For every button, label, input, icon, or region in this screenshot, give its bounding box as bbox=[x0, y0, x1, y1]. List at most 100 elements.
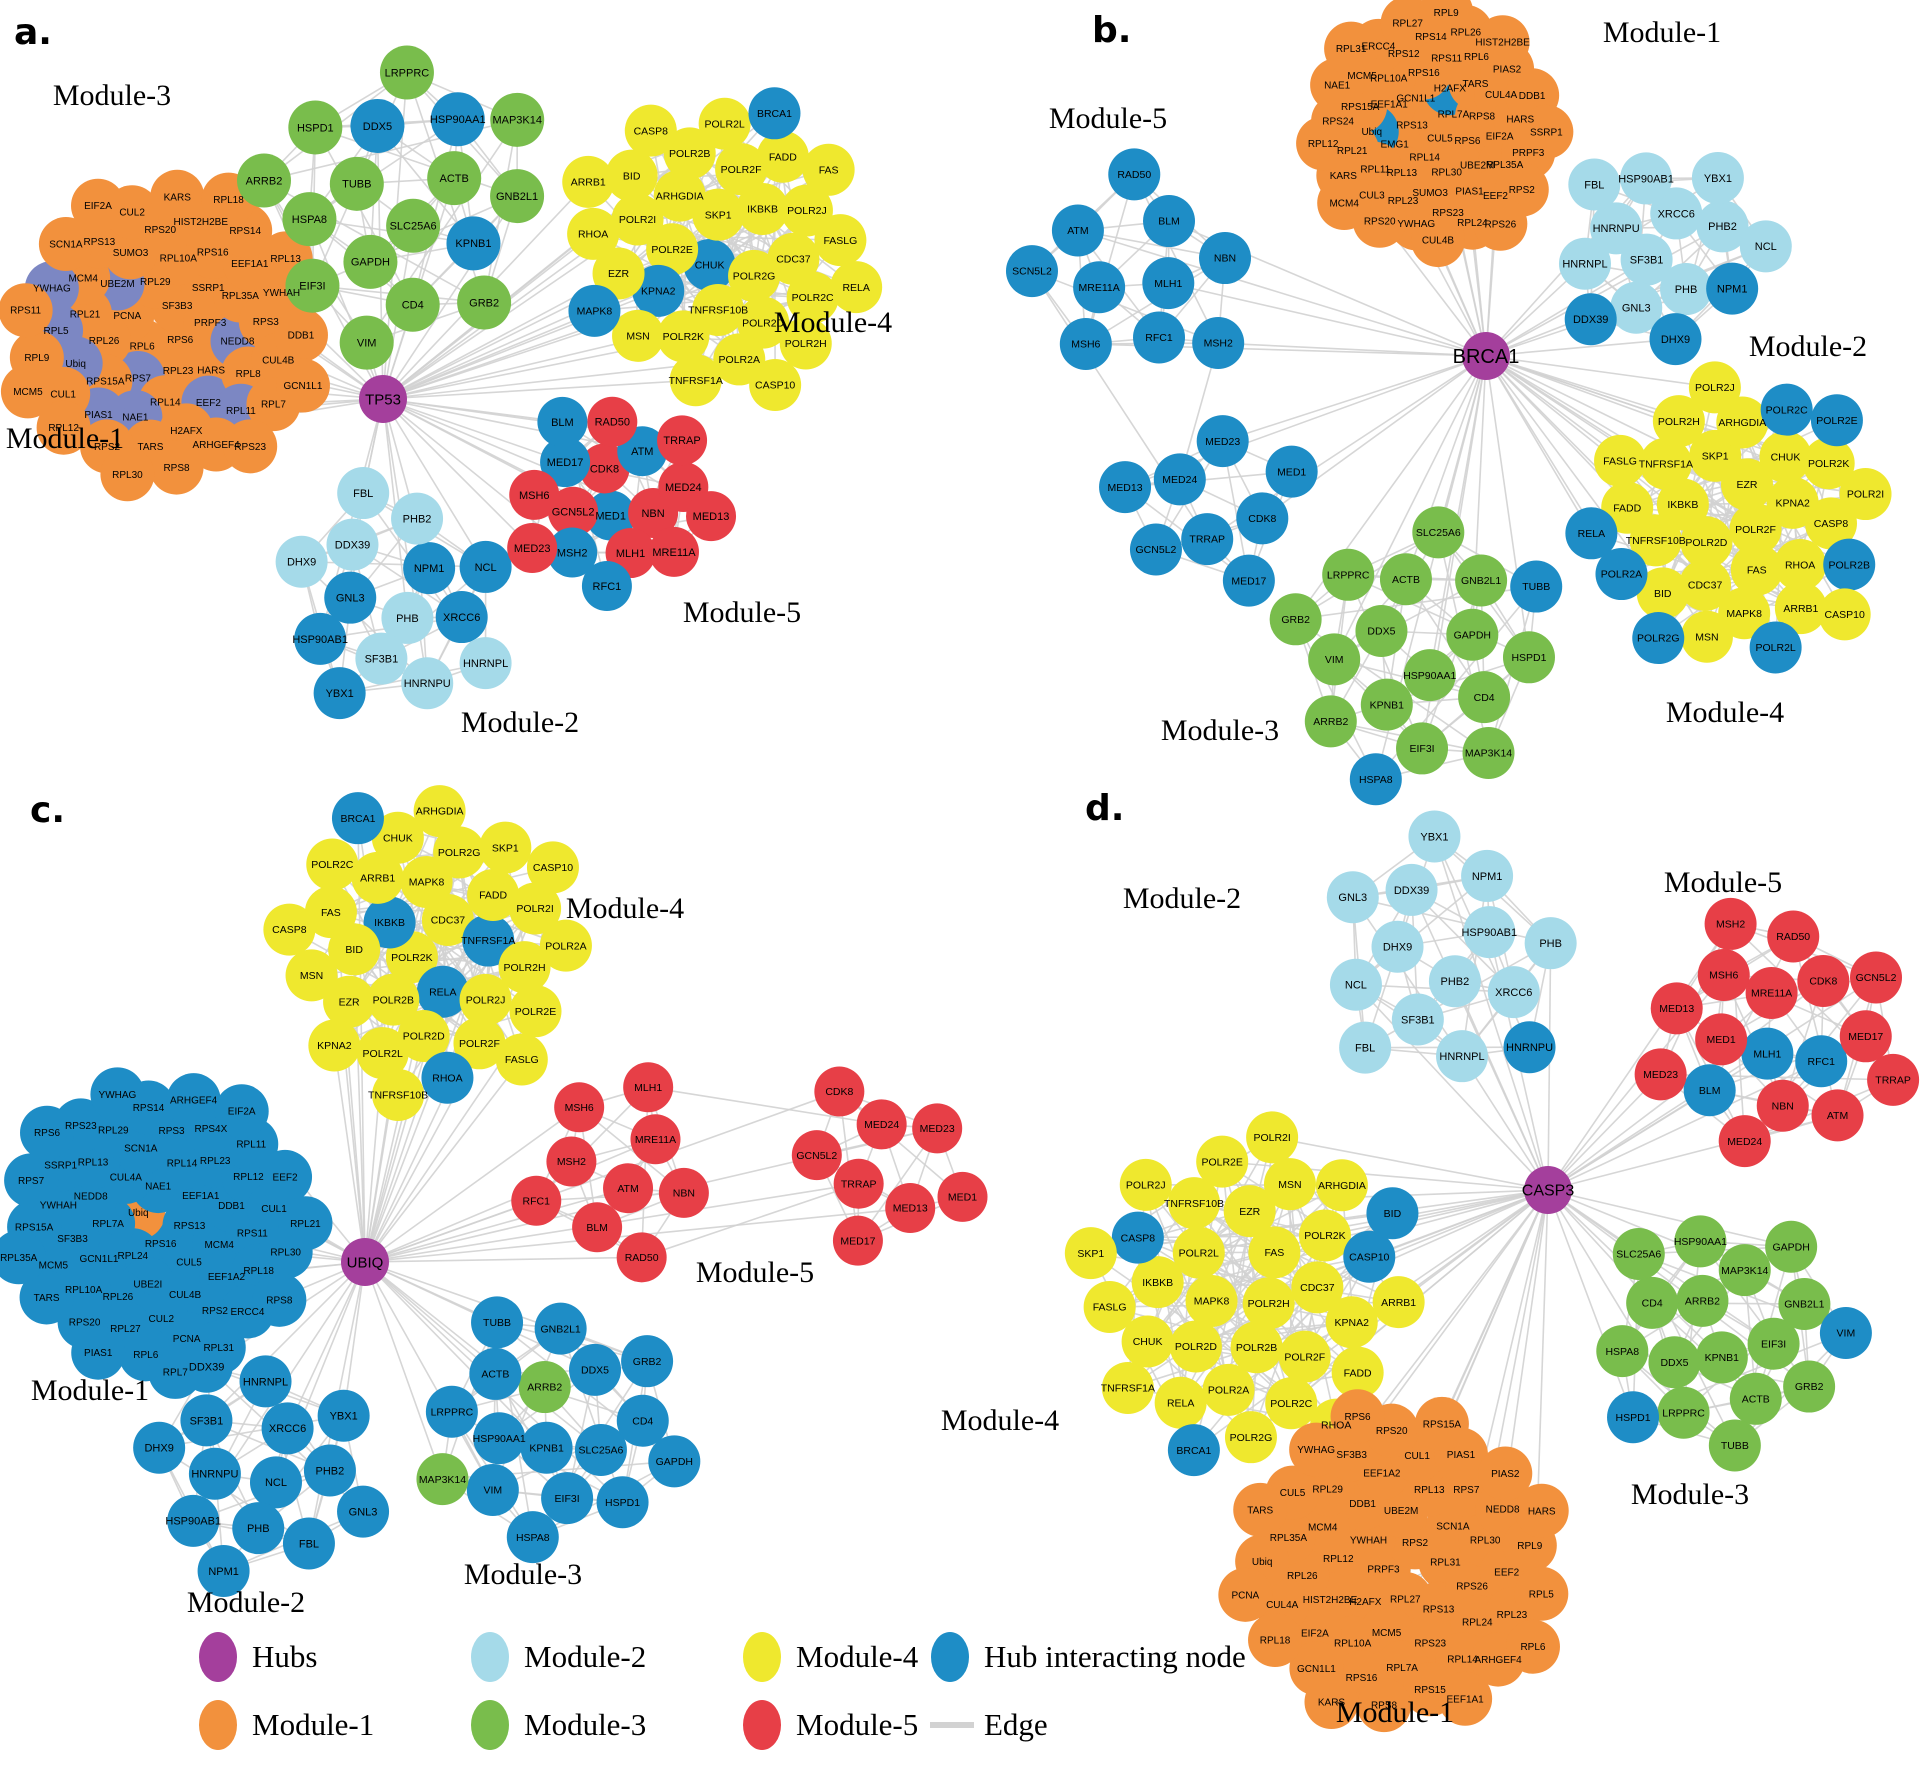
edge bbox=[364, 1261, 496, 1375]
gene-node bbox=[1819, 1307, 1872, 1360]
edge bbox=[1352, 896, 1463, 1057]
gene-node bbox=[1514, 1483, 1569, 1538]
gene-label: RPL23 bbox=[200, 1156, 231, 1167]
legend-swatch bbox=[471, 1700, 509, 1750]
gene-node bbox=[541, 1472, 594, 1525]
gene-node bbox=[833, 1158, 884, 1209]
gene-label: PIAS1 bbox=[1447, 1450, 1476, 1461]
gene-label: CASP10 bbox=[1825, 609, 1865, 621]
gene-node bbox=[1461, 849, 1514, 902]
gene-label: LRPPRC bbox=[1662, 1407, 1705, 1419]
gene-node bbox=[167, 1494, 220, 1547]
gene-node bbox=[356, 1027, 409, 1080]
gene-node bbox=[1634, 1048, 1687, 1101]
gene-node bbox=[506, 1511, 559, 1564]
gene-label: TNFRSF1A bbox=[1639, 458, 1693, 470]
gene-node bbox=[457, 275, 512, 330]
gene-label: RPL9 bbox=[24, 353, 49, 364]
gene-label: MED1 bbox=[1707, 1034, 1736, 1046]
gene-label: POLR2C bbox=[792, 292, 834, 304]
gene-node bbox=[1142, 257, 1195, 310]
gene-label: ARRB2 bbox=[527, 1382, 562, 1394]
gene-node bbox=[1153, 453, 1206, 506]
gene-label: MSH2 bbox=[1716, 919, 1745, 931]
gene-label: EZR bbox=[339, 996, 360, 1008]
gene-label: RPL11 bbox=[236, 1140, 266, 1151]
gene-label: RPS13 bbox=[84, 237, 116, 248]
gene-label: MLH1 bbox=[1154, 278, 1182, 290]
gene-label: RPS2 bbox=[1402, 1538, 1429, 1549]
gene-label: CDK8 bbox=[590, 463, 619, 475]
gene-node bbox=[1636, 567, 1689, 620]
gene-node bbox=[1683, 1064, 1736, 1117]
gene-label: RPL12 bbox=[1308, 139, 1339, 150]
gene-node bbox=[1503, 1021, 1556, 1074]
gene-node bbox=[446, 216, 501, 271]
gene-label: GAPDH bbox=[1454, 629, 1491, 641]
gene-label: FAS bbox=[819, 164, 839, 176]
gene-node bbox=[180, 1340, 233, 1393]
gene-label: RPS13 bbox=[1423, 1604, 1455, 1615]
legend-label: Module-2 bbox=[524, 1639, 646, 1674]
gene-label: POLR2D bbox=[1685, 537, 1727, 549]
gene-label: DDX39 bbox=[335, 540, 370, 552]
gene-node bbox=[1101, 1362, 1154, 1415]
gene-label: EEF1A1 bbox=[1371, 100, 1409, 111]
gene-label: EMG1 bbox=[1381, 140, 1410, 151]
gene-label: EIF2A bbox=[84, 201, 112, 212]
gene-node bbox=[197, 1544, 250, 1597]
gene-label: ARRB1 bbox=[360, 873, 395, 885]
gene-label: HSP90AA1 bbox=[1403, 670, 1456, 682]
gene-label: TNFRSF1A bbox=[1101, 1383, 1155, 1395]
edge bbox=[641, 1182, 859, 1259]
gene-label: BLM bbox=[1158, 216, 1180, 228]
gene-node bbox=[1458, 671, 1511, 724]
gene-label: MAP3K14 bbox=[1721, 1265, 1768, 1277]
gene-node bbox=[1366, 1187, 1419, 1240]
gene-label: SF3B3 bbox=[162, 301, 193, 312]
gene-label: CUL1 bbox=[1404, 1451, 1430, 1462]
gene-label: SF3B3 bbox=[1336, 1450, 1367, 1461]
gene-node bbox=[430, 92, 485, 147]
gene-label: POLR2G bbox=[1637, 633, 1680, 645]
legend-label: Module-3 bbox=[524, 1707, 646, 1742]
gene-label: MED13 bbox=[1108, 482, 1143, 494]
gene-label: RPS11 bbox=[10, 306, 41, 317]
gene-node bbox=[715, 143, 768, 196]
gene-node bbox=[507, 522, 558, 573]
gene-node bbox=[791, 1130, 842, 1181]
gene-node bbox=[574, 1423, 627, 1476]
edge bbox=[1218, 342, 1487, 357]
gene-label: GNB2L1 bbox=[1461, 575, 1501, 587]
gene-label: POLR2D bbox=[742, 317, 784, 329]
gene-label: EIF3I bbox=[1409, 743, 1434, 755]
gene-node bbox=[1385, 863, 1438, 916]
gene-label: KARS bbox=[164, 192, 192, 203]
gene-node bbox=[624, 104, 677, 157]
gene-label: POLR2H bbox=[1658, 416, 1700, 428]
gene-label: RPS8 bbox=[266, 1295, 293, 1306]
edge bbox=[1168, 282, 1487, 357]
gene-label: KPNB1 bbox=[455, 238, 491, 250]
gene-label: EEF1A1 bbox=[231, 259, 269, 270]
gene-label: FASLG bbox=[823, 235, 857, 247]
gene-label: CUL4B bbox=[169, 1290, 202, 1301]
gene-label: RPL29 bbox=[98, 1126, 129, 1137]
gene-node bbox=[1324, 21, 1379, 76]
gene-node bbox=[381, 591, 434, 644]
gene-node bbox=[350, 98, 405, 153]
gene-label: POLR2J bbox=[1126, 1180, 1166, 1192]
gene-node bbox=[1760, 383, 1813, 436]
gene-label: RPL31 bbox=[203, 1343, 234, 1354]
gene-label: CDC37 bbox=[1300, 1282, 1335, 1294]
gene-label: POLR2E bbox=[1201, 1156, 1242, 1168]
gene-label: GNB2L1 bbox=[1784, 1299, 1824, 1311]
gene-label: RPS2 bbox=[202, 1306, 229, 1317]
gene-label: GRB2 bbox=[1795, 1381, 1824, 1393]
gene-label: FASLG bbox=[1093, 1302, 1127, 1314]
gene-node bbox=[1391, 993, 1444, 1046]
gene-node bbox=[830, 261, 883, 314]
gene-node bbox=[663, 127, 716, 180]
edge bbox=[301, 560, 486, 568]
gene-node bbox=[546, 1136, 597, 1187]
